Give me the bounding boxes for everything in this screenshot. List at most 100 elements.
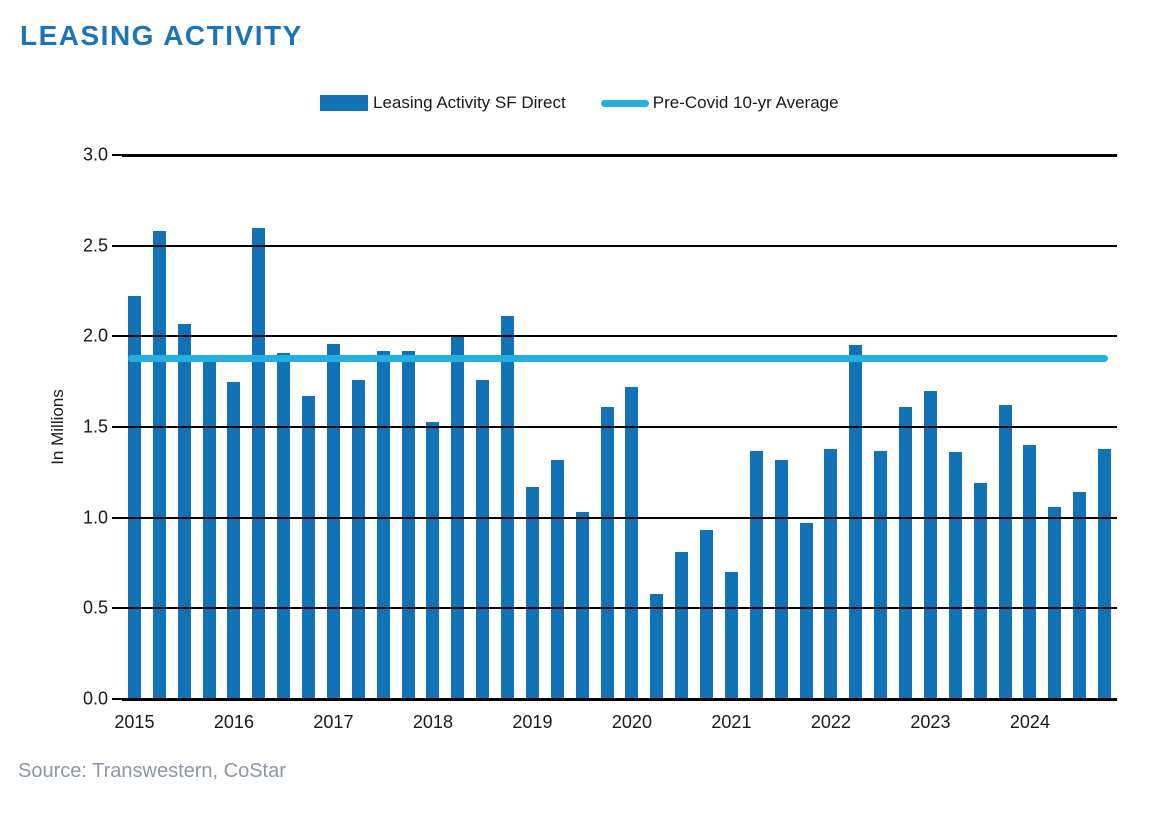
bar-slot (794, 155, 819, 699)
bar-slot (644, 155, 669, 699)
grid-line (122, 153, 1117, 157)
x-tick-label: 2024 (1009, 712, 1050, 732)
legend-item-bar-series: Leasing Activity SF Direct (320, 93, 566, 113)
bar-slot (968, 155, 993, 699)
bar-slot (669, 155, 694, 699)
bar-slot (769, 155, 794, 699)
bar (277, 352, 291, 699)
plot-area: In Millions 3.0 2.5 2.0 1.5 1.0 0.5 0.0 2015 201… (48, 145, 1117, 732)
y-axis-tick (112, 516, 122, 519)
bar (351, 379, 365, 699)
bar (675, 552, 689, 699)
bar (1023, 445, 1037, 699)
average-line (128, 354, 1108, 362)
legend-label: Pre-Covid 10-yr Average (652, 93, 839, 112)
grid-line (122, 335, 1117, 338)
bar (1048, 506, 1062, 699)
bar (650, 593, 664, 699)
y-axis-tick (112, 335, 122, 338)
x-tick-label: 2016 (213, 712, 254, 732)
bar-slot (147, 155, 172, 699)
bar (252, 227, 266, 699)
x-tick-label: 2018 (412, 712, 453, 732)
bar-slot (321, 155, 346, 699)
bar (849, 345, 863, 699)
bar (799, 523, 813, 699)
bar-slot (620, 155, 645, 699)
bar (376, 350, 390, 699)
bar (700, 530, 714, 699)
bar (1073, 492, 1087, 699)
bar-slot (1018, 155, 1043, 699)
x-tick-label: 2015 (114, 712, 155, 732)
bar (326, 343, 340, 699)
bar (998, 405, 1012, 699)
y-axis-tick (112, 426, 122, 428)
bar (550, 459, 564, 699)
grid-line (122, 244, 1117, 247)
y-axis-tick (112, 607, 122, 610)
x-tick-label: 2021 (711, 712, 752, 732)
bar-slot (421, 155, 446, 699)
x-tick-label: 2023 (910, 712, 951, 732)
y-tick-label: 2.5 (82, 235, 108, 256)
bar-slot (1067, 155, 1092, 699)
bar-slot (595, 155, 620, 699)
y-axis-tick (112, 154, 122, 156)
bar (824, 448, 838, 699)
grid-line (122, 516, 1117, 519)
bar-slot (470, 155, 495, 699)
x-tick-label: 2017 (313, 712, 354, 732)
x-tick-label: 2020 (611, 712, 652, 732)
bar (501, 316, 515, 699)
bar-slot (122, 155, 147, 699)
bar-series-swatch-icon (320, 95, 368, 111)
y-tick-label: 3.0 (82, 144, 108, 165)
bar (948, 452, 962, 699)
grid-line (122, 426, 1117, 428)
bar (749, 450, 763, 699)
bar (177, 323, 191, 699)
y-axis-title: In Millions (48, 389, 67, 465)
y-tick-label: 0.0 (82, 688, 108, 709)
bar-slot (271, 155, 296, 699)
bar-slot (197, 155, 222, 699)
legend-item-average-line: Pre-Covid 10-yr Average (600, 93, 839, 113)
bar-slot (694, 155, 719, 699)
x-tick-label: 2019 (512, 712, 553, 732)
bar (152, 231, 166, 699)
bar (202, 359, 216, 699)
bar-slot (1042, 155, 1067, 699)
bar-slot (371, 155, 396, 699)
bar (401, 350, 415, 699)
bar-slot (296, 155, 321, 699)
legend: Leasing Activity SF Direct Pre-Covid 10-… (320, 92, 839, 114)
x-tick-label: 2022 (810, 712, 851, 732)
bar (973, 483, 987, 699)
bar (575, 512, 589, 699)
y-tick-label: 1.5 (82, 416, 108, 437)
bar (476, 379, 490, 699)
bar-slot (246, 155, 271, 699)
y-tick-label: 2.0 (82, 325, 108, 346)
bar-slot (172, 155, 197, 699)
bar-slot (719, 155, 744, 699)
bar (302, 396, 316, 699)
source-note: Source: Transwestern, CoStar (18, 760, 286, 782)
bar (227, 381, 241, 699)
bar (899, 407, 913, 699)
grid-line (122, 607, 1117, 610)
bar-slot (1092, 155, 1117, 699)
y-tick-label: 1.0 (82, 507, 108, 528)
bar-slot (222, 155, 247, 699)
bar (774, 459, 788, 699)
grid-line (122, 697, 1117, 701)
y-axis-tick (112, 698, 122, 700)
legend-label: Leasing Activity SF Direct (373, 93, 566, 112)
bar-slot (893, 155, 918, 699)
bar (625, 387, 639, 699)
bar-slot (520, 155, 545, 699)
average-line-swatch-icon (600, 99, 649, 107)
y-tick-label: 0.5 (82, 597, 108, 618)
